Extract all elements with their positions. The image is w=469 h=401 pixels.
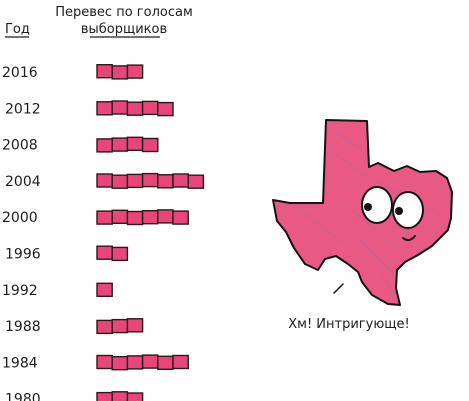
bar-segment <box>172 210 189 225</box>
bar-segment <box>141 209 159 225</box>
bar-1992 <box>96 282 113 297</box>
bar-segment <box>96 173 113 188</box>
speech-line <box>333 283 344 294</box>
texas-character-icon <box>272 119 453 306</box>
bar-segment <box>157 355 174 370</box>
bar-1984 <box>96 354 189 371</box>
bar-1996 <box>96 245 129 262</box>
right-pupil <box>395 207 403 215</box>
year-tick-label: 1992 <box>2 283 38 299</box>
right-eye <box>392 191 424 229</box>
year-tick-label: 1980 <box>5 392 41 401</box>
bar-segment <box>111 391 129 401</box>
year-tick-label: 1988 <box>5 319 41 335</box>
year-tick-label: 1996 <box>5 247 41 263</box>
bar-segment <box>111 100 129 115</box>
bar-segment <box>96 354 113 370</box>
bar-2000 <box>96 209 189 226</box>
bar-segment <box>111 65 129 80</box>
left-eye <box>361 186 393 224</box>
bar-segment <box>126 392 144 401</box>
year-tick-label: 2000 <box>2 210 38 226</box>
year-tick-label: 2016 <box>2 65 38 81</box>
bar-segment <box>96 63 113 79</box>
bar-segment <box>187 174 205 189</box>
bar-segment <box>157 174 174 189</box>
bar-segment <box>126 210 144 226</box>
bar-segment <box>96 101 113 116</box>
bar-2016 <box>96 63 144 80</box>
bar-segment <box>126 318 144 333</box>
bar-segment <box>126 136 144 152</box>
bar-segment <box>126 355 144 370</box>
bar-segment <box>126 173 144 189</box>
bar-segment <box>126 64 144 79</box>
bar-segment <box>111 318 129 334</box>
bar-2004 <box>96 172 205 189</box>
bar-segment <box>141 100 159 116</box>
bar-segment <box>96 245 113 260</box>
bar-segment <box>172 354 189 370</box>
category-axis-label: Год <box>5 22 30 37</box>
bars <box>96 63 205 401</box>
chart-title-line-1: Перевес по голосам <box>55 5 193 20</box>
left-pupil <box>364 203 372 211</box>
bar-1988 <box>96 318 144 335</box>
year-tick-label: 2004 <box>5 174 41 190</box>
bar-segment <box>126 101 144 116</box>
bar-segment <box>111 246 129 262</box>
year-tick-labels: 2016 2012 2008 2004 2000 1996 1992 1988 1984 1980 <box>2 65 41 401</box>
mouth <box>402 235 416 242</box>
annotation-caption: Хм! Интригующе! <box>288 317 409 332</box>
bar-segment <box>96 391 113 401</box>
bar-segment <box>172 173 189 188</box>
year-tick-label: 1984 <box>2 355 38 371</box>
bar-segment <box>141 137 159 153</box>
bar-2012 <box>96 100 174 117</box>
bar-segment <box>157 209 174 224</box>
bar-segment <box>96 138 113 153</box>
bar-segment <box>111 209 129 225</box>
bar-segment <box>111 137 129 152</box>
bar-segment <box>157 101 174 117</box>
year-tick-label: 2012 <box>5 101 41 117</box>
bar-segment <box>111 174 129 189</box>
year-tick-label: 2008 <box>2 138 38 154</box>
bar-segment <box>141 172 159 188</box>
bar-segment <box>141 354 159 369</box>
chart-title-line-2: выборщиков <box>81 22 167 37</box>
bar-2008 <box>96 136 159 153</box>
bar-segment <box>96 210 113 225</box>
bar-segment <box>111 356 129 371</box>
bar-segment <box>96 319 113 335</box>
bar-1980 <box>96 391 144 401</box>
bar-segment <box>96 282 113 297</box>
